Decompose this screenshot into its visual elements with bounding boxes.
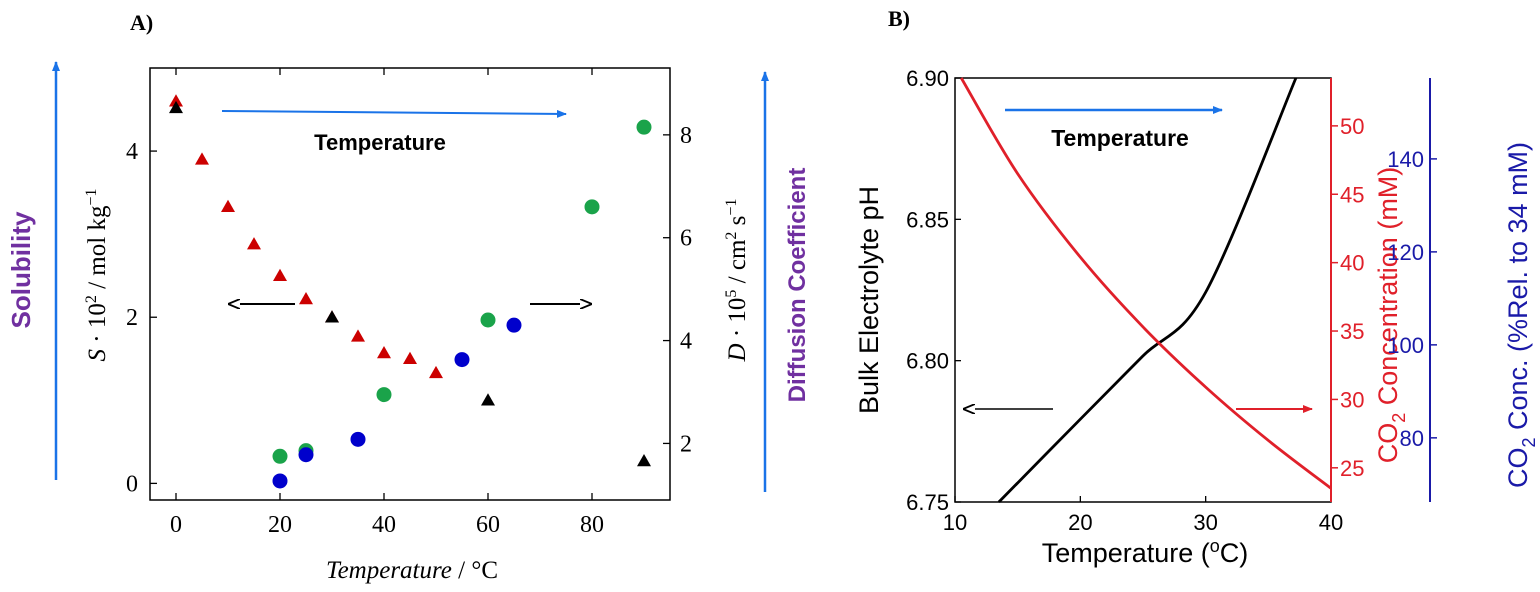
panel-a-temperature-label: Temperature <box>314 130 446 155</box>
red-axis-tick-label: 45 <box>1340 182 1364 207</box>
panel-a: A) Solubility Diffusion Coefficient S · … <box>6 10 811 584</box>
panel-b-ylabel-blue: CO2 Conc. (%Rel. to 34 mM) <box>1503 142 1539 488</box>
panel-b-marks <box>960 77 1332 503</box>
blue-circle-point <box>272 473 288 489</box>
blue-axis-tick-label: 100 <box>1387 333 1424 358</box>
y-tick-label: 4 <box>126 139 138 165</box>
red-triangle-point <box>273 268 287 281</box>
blue-circle-point <box>298 447 314 463</box>
panel-a-xlabel: Temperature / °C <box>326 557 498 584</box>
green-circle-point <box>376 387 392 403</box>
panel-b-temperature-label: Temperature <box>1051 125 1189 151</box>
panel-b-ylabel-left: Bulk Electrolyte pH <box>854 186 884 414</box>
green-circle-point <box>272 448 288 464</box>
blue-circle-point <box>350 431 366 447</box>
y2-tick-label: 8 <box>680 123 692 149</box>
panel-b-ylabel-red: CO2 Concentration (mM) <box>1373 167 1409 464</box>
red-axis-tick-label: 50 <box>1340 114 1364 139</box>
panel-a-temperature-arrow <box>221 109 567 118</box>
black-triangle-point <box>325 310 339 323</box>
panel-b-xlabel: Temperature (oC) <box>1042 536 1249 568</box>
y-tick-label: 0 <box>126 471 138 497</box>
x-tick-label: 30 <box>1193 510 1217 535</box>
x-tick-label: 80 <box>580 512 604 538</box>
red-triangle-point <box>429 365 443 379</box>
x-tick-label: 20 <box>268 512 292 538</box>
x-tick-label: 0 <box>170 512 182 538</box>
red-axis-tick-label: 40 <box>1340 251 1364 276</box>
red-triangle-point <box>247 237 261 250</box>
solubility-side-label: Solubility <box>6 211 36 329</box>
red-triangle-point <box>351 329 365 342</box>
panel-a-ylabel-right: D · 105 / cm2 s−1 <box>723 199 751 363</box>
x-tick-label: 40 <box>1319 510 1343 535</box>
green-circle-point <box>480 312 496 328</box>
red-triangle-point <box>403 351 417 365</box>
green-circle-point <box>636 119 652 135</box>
red-triangle-point <box>299 291 313 305</box>
red-axis-tick-label: 30 <box>1340 387 1364 412</box>
red-triangle-point <box>195 152 209 165</box>
panel-a-label: A) <box>130 10 153 35</box>
diffusion-side-label: Diffusion Coefficient <box>784 168 811 403</box>
panel-a-plot-frame <box>149 67 671 501</box>
green-circle-point <box>584 199 600 215</box>
x-tick-label: 40 <box>372 512 396 538</box>
black-triangle-point <box>637 453 651 467</box>
red-triangle-point <box>221 199 235 212</box>
y2-tick-label: 2 <box>680 431 692 457</box>
red-axis-tick-label: 25 <box>1340 456 1364 481</box>
panel-a-ylabel-left: S · 102 / mol kg−1 <box>83 189 111 362</box>
black-series-line <box>997 77 1298 503</box>
panel-a-marks <box>169 94 652 489</box>
black-triangle-point <box>169 100 183 114</box>
red-series-line <box>960 77 1332 490</box>
blue-circle-point <box>506 317 522 333</box>
panel-a-axes: 0 20 40 60 80 0 2 4 2 4 6 8 <box>126 68 692 538</box>
y-tick-label: 6.90 <box>906 66 949 91</box>
panel-b-label: B) <box>888 6 910 31</box>
red-axis-tick-label: 35 <box>1340 319 1364 344</box>
x-tick-label: 10 <box>943 510 967 535</box>
y2-tick-label: 6 <box>680 226 692 252</box>
blue-circle-point <box>454 352 470 368</box>
y-tick-label: 6.85 <box>906 207 949 232</box>
y-tick-label: 2 <box>126 305 138 331</box>
blue-axis-tick-label: 140 <box>1387 147 1424 172</box>
y-tick-label: 6.80 <box>906 349 949 374</box>
x-tick-label: 20 <box>1068 510 1092 535</box>
red-triangle-point <box>377 345 391 359</box>
panel-b: B) Bulk Electrolyte pH CO2 Concentration… <box>854 6 1539 568</box>
blue-axis-tick-label: 80 <box>1400 426 1424 451</box>
x-tick-label: 60 <box>476 512 500 538</box>
y2-tick-label: 4 <box>680 329 692 355</box>
black-triangle-point <box>481 393 495 406</box>
panel-b-axes: 10 20 30 40 6.75 6.80 6.85 6.90 25 30 35 40 45 50 80 10… <box>906 66 1437 535</box>
blue-axis-tick-label: 120 <box>1387 240 1424 265</box>
y-tick-label: 6.75 <box>906 490 949 515</box>
red-triangle-point <box>169 94 183 107</box>
